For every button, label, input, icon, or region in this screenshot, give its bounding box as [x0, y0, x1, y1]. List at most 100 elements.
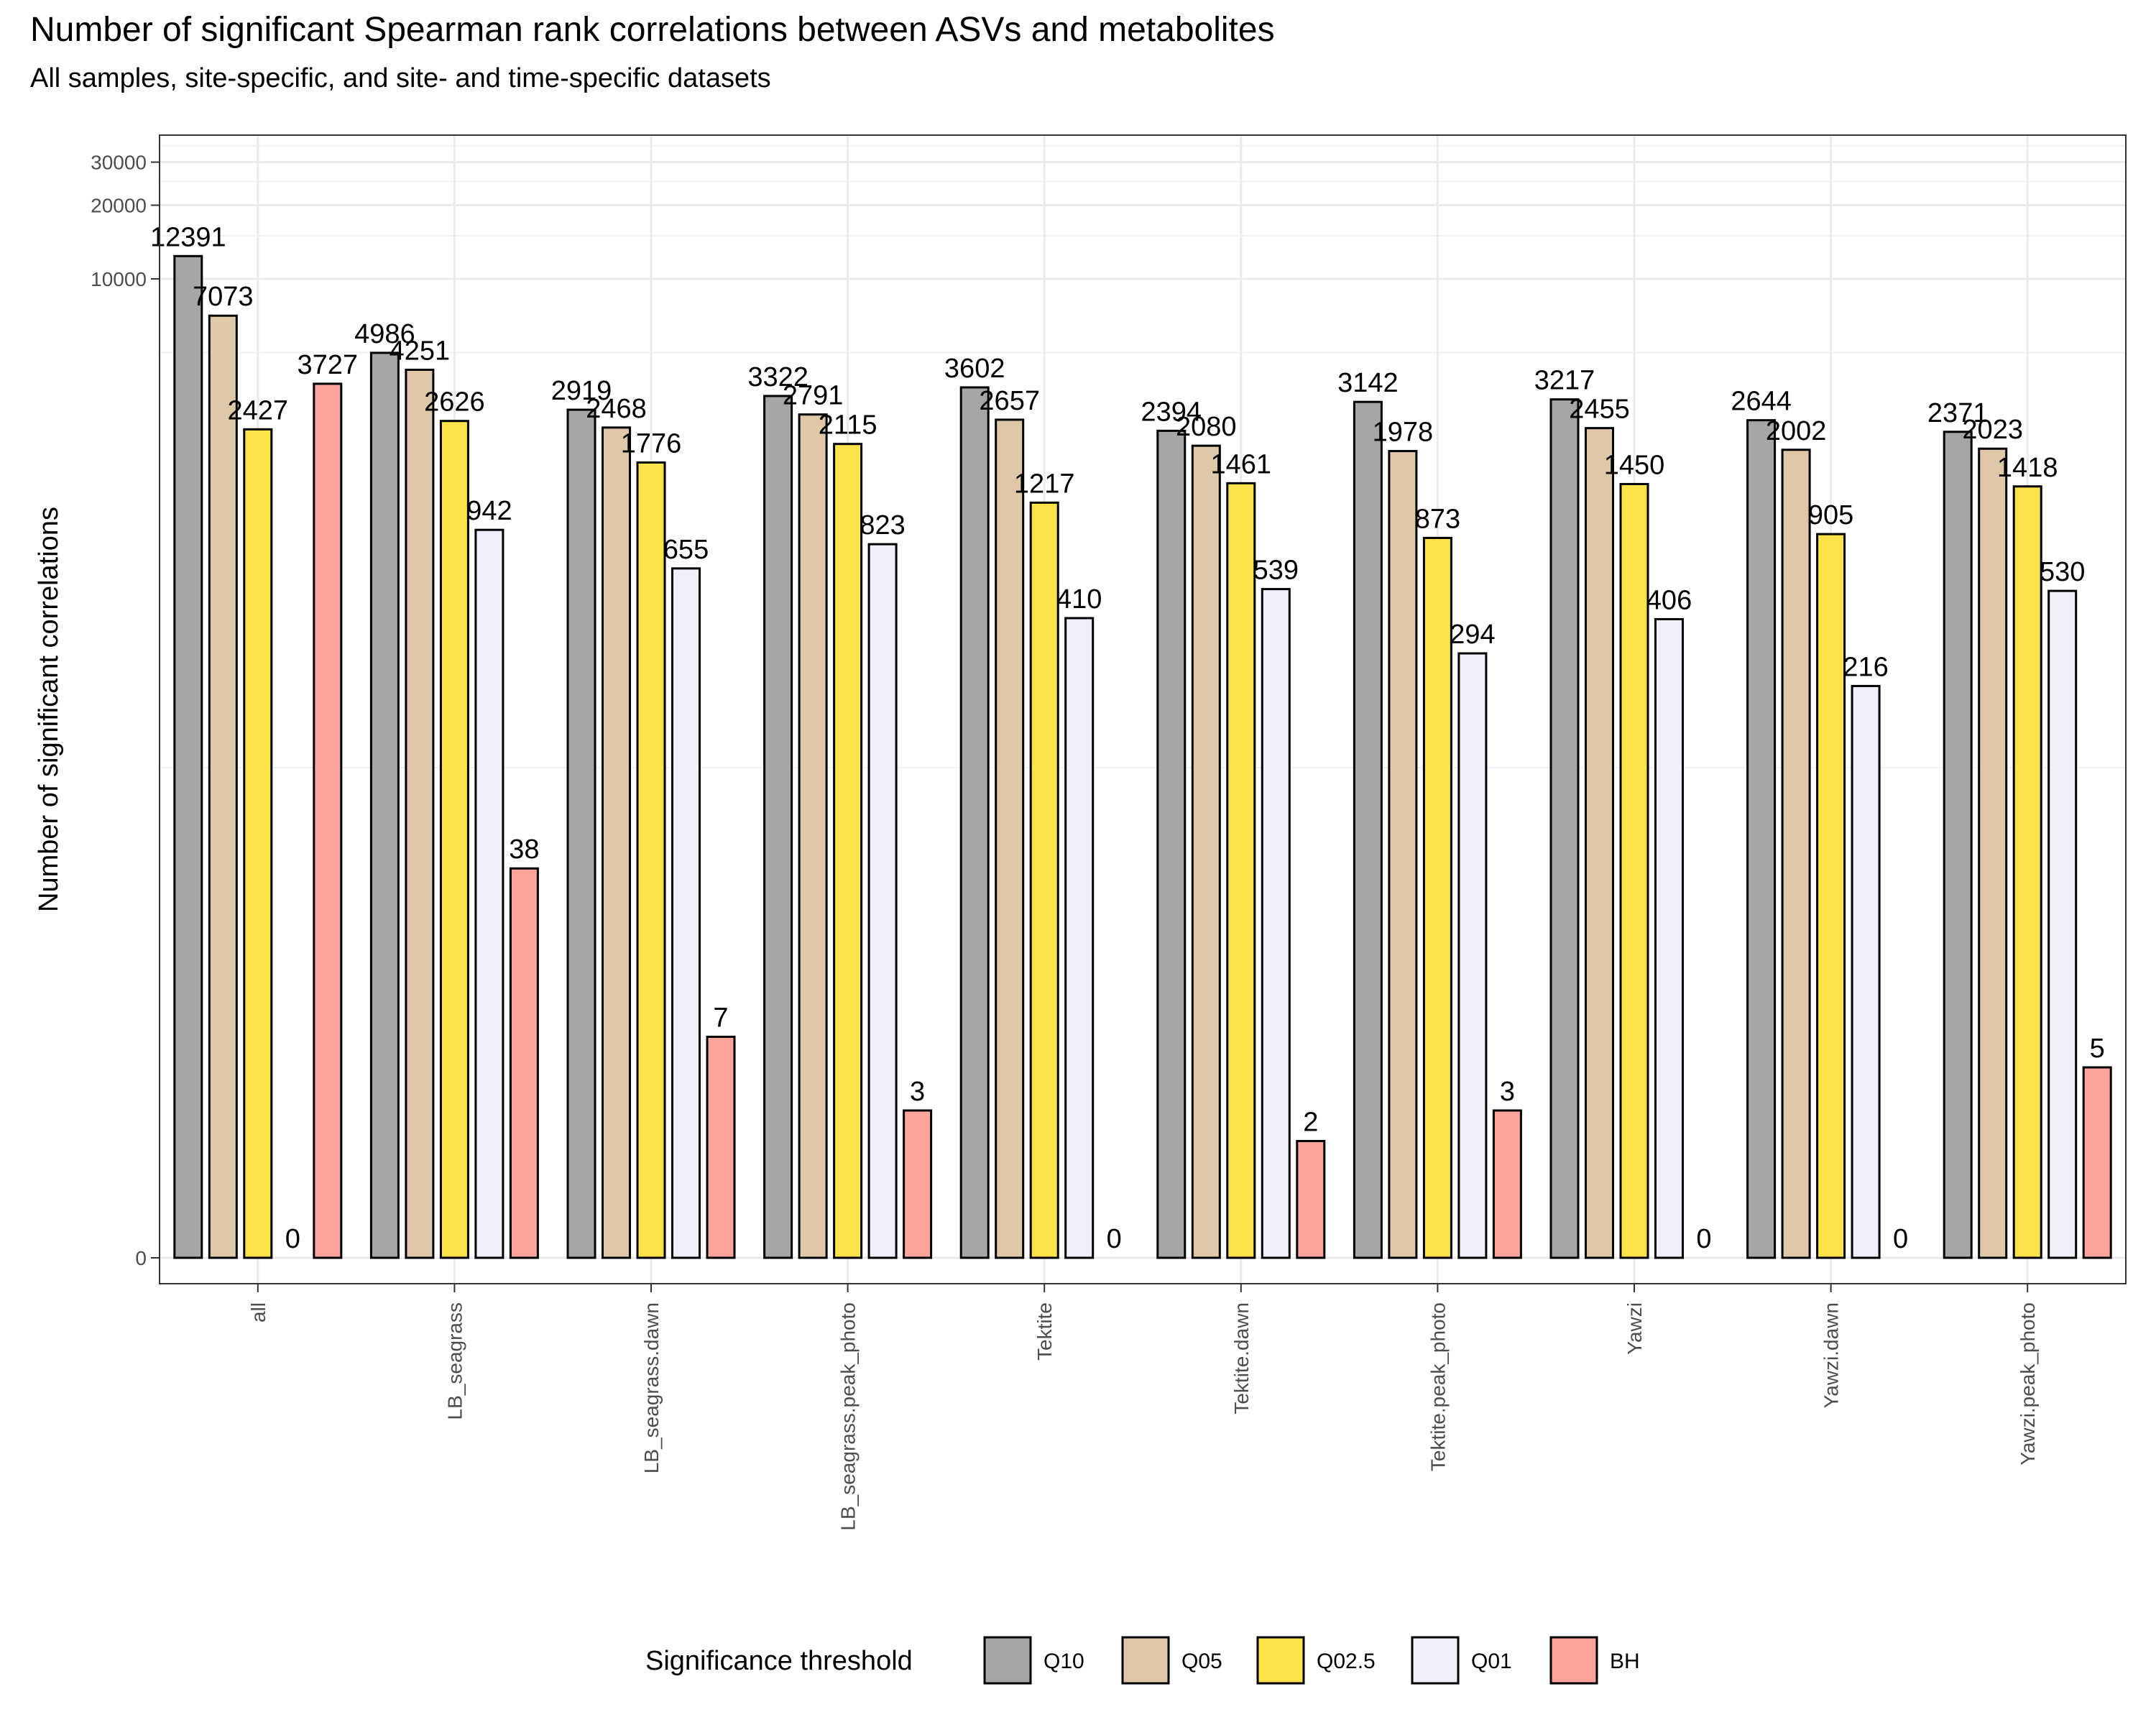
- bar-Q10-Yawzi.peak_photo: [1943, 431, 1973, 1259]
- y-tick-label: 30000: [91, 152, 147, 174]
- bar-BH-all: [313, 382, 343, 1259]
- data-label-Q10-Yawzi.peak_photo: 2371: [1927, 398, 1989, 428]
- legend-title: Significance threshold: [645, 1646, 913, 1676]
- data-label-Q01-LB_seagrass.peak_photo: 823: [860, 510, 905, 540]
- data-label-Q01-Tektite.dawn: 539: [1253, 556, 1299, 586]
- legend-key-Q05: [1121, 1636, 1170, 1685]
- bar-Q02.5-Yawzi.dawn: [1816, 533, 1846, 1259]
- bar-Q02.5-LB_seagrass.dawn: [636, 461, 666, 1259]
- bar-Q05-Yawzi.dawn: [1781, 448, 1811, 1259]
- bar-Q02.5-Yawzi.peak_photo: [2012, 485, 2042, 1259]
- bar-BH-Tektite.peak_photo: [1492, 1109, 1522, 1259]
- data-label-Q10-Tektite.peak_photo: 3142: [1337, 368, 1399, 398]
- data-label-Q01-LB_seagrass: 942: [466, 496, 512, 526]
- x-tick-label: Tektite.dawn: [1230, 1302, 1253, 1414]
- data-label-Q02.5-Tektite: 1217: [1014, 469, 1075, 499]
- bar-Q05-all: [208, 314, 238, 1259]
- data-label-Q05-Yawzi.peak_photo: 2023: [1962, 415, 2023, 445]
- data-label-Q01-Yawzi.peak_photo: 530: [2040, 557, 2085, 587]
- bar-Q01-Tektite.dawn: [1261, 588, 1291, 1259]
- bar-Q01-Tektite: [1064, 617, 1095, 1259]
- x-tick-label: Yawzi.peak_photo: [2017, 1302, 2039, 1466]
- data-label-Q10-Yawzi: 3217: [1534, 366, 1595, 396]
- y-axis-title: Number of significant correlations: [34, 507, 64, 912]
- bar-Q10-Tektite.dawn: [1156, 429, 1187, 1259]
- bar-Q02.5-Yawzi: [1619, 482, 1649, 1259]
- data-label-BH-Yawzi: 0: [1696, 1224, 1711, 1254]
- data-label-Q10-Tektite.dawn: 2394: [1141, 397, 1202, 427]
- data-label-Q02.5-all: 2427: [228, 395, 289, 426]
- bar-BH-LB_seagrass.peak_photo: [903, 1109, 933, 1259]
- bar-Q05-Yawzi: [1585, 427, 1614, 1259]
- data-label-Q02.5-LB_seagrass: 2626: [424, 387, 485, 418]
- y-tick-label: 0: [135, 1247, 147, 1269]
- bar-Q02.5-LB_seagrass: [439, 420, 469, 1259]
- bar-Q10-all: [173, 254, 203, 1259]
- data-label-Q10-Tektite: 3602: [944, 354, 1005, 384]
- data-label-Q05-Tektite.dawn: 2080: [1176, 412, 1237, 442]
- x-tick-label: Yawzi.dawn: [1820, 1302, 1843, 1408]
- bar-Q01-LB_seagrass: [474, 528, 505, 1259]
- x-tick-label: Yawzi: [1623, 1302, 1646, 1355]
- chart-subtitle: All samples, site-specific, and site- an…: [30, 63, 771, 93]
- data-label-BH-Yawzi.dawn: 0: [1893, 1224, 1908, 1254]
- data-label-Q02.5-LB_seagrass.peak_photo: 2115: [819, 410, 877, 441]
- data-label-Q01-Yawzi.dawn: 216: [1843, 652, 1888, 682]
- legend-label-Q02.5: Q02.5: [1317, 1650, 1376, 1673]
- data-label-Q02.5-Yawzi.peak_photo: 1418: [1997, 453, 2058, 483]
- legend-label-BH: BH: [1610, 1650, 1640, 1673]
- bar-Q05-Tektite.peak_photo: [1388, 450, 1418, 1259]
- data-label-BH-LB_seagrass.dawn: 7: [713, 1003, 728, 1034]
- y-tick-label: 20000: [91, 195, 147, 217]
- bar-Q05-LB_seagrass: [405, 368, 435, 1259]
- bar-Q10-Yawzi.dawn: [1746, 419, 1777, 1259]
- data-label-Q05-Yawzi: 2455: [1569, 395, 1630, 425]
- bar-Q01-LB_seagrass.peak_photo: [867, 543, 898, 1259]
- bar-Q05-Yawzi.peak_photo: [1978, 447, 2008, 1259]
- bar-BH-LB_seagrass: [509, 867, 539, 1259]
- data-label-Q05-Tektite: 2657: [979, 386, 1040, 416]
- data-label-BH-LB_seagrass: 38: [509, 834, 539, 865]
- bar-BH-Yawzi.peak_photo: [2082, 1066, 2112, 1259]
- data-label-Q05-all: 7073: [193, 282, 254, 312]
- x-tick-label: all: [247, 1302, 270, 1322]
- data-label-Q10-LB_seagrass.dawn: 2919: [551, 376, 612, 406]
- data-label-Q01-Tektite: 410: [1056, 584, 1102, 615]
- plot-border: [159, 134, 2127, 1284]
- data-label-BH-Tektite.peak_photo: 3: [1500, 1077, 1515, 1107]
- x-tick-label: LB_seagrass.dawn: [640, 1302, 663, 1473]
- data-label-BH-Tektite.dawn: 2: [1303, 1108, 1318, 1138]
- bar-Q05-Tektite.dawn: [1191, 444, 1221, 1259]
- data-label-Q01-LB_seagrass.dawn: 655: [663, 535, 709, 565]
- legend-label-Q05: Q05: [1181, 1650, 1222, 1673]
- legend-key-Q02.5: [1256, 1636, 1305, 1685]
- legend-key-Q10: [983, 1636, 1032, 1685]
- bar-Q05-LB_seagrass.dawn: [602, 426, 631, 1259]
- bar-Q02.5-Tektite.peak_photo: [1422, 536, 1452, 1259]
- data-label-Q01-Yawzi: 406: [1646, 585, 1692, 615]
- bar-Q10-Tektite.peak_photo: [1353, 400, 1383, 1259]
- data-label-BH-LB_seagrass.peak_photo: 3: [910, 1077, 925, 1107]
- data-label-Q05-LB_seagrass.dawn: 2468: [586, 394, 647, 424]
- bar-Q10-LB_seagrass.dawn: [566, 408, 596, 1259]
- bar-Q02.5-LB_seagrass.peak_photo: [833, 443, 863, 1259]
- bar-Q05-Tektite: [995, 418, 1025, 1259]
- y-tick-label: 10000: [91, 268, 147, 290]
- data-label-Q05-LB_seagrass: 4251: [390, 336, 451, 366]
- data-label-Q05-LB_seagrass.peak_photo: 2791: [783, 381, 844, 411]
- data-label-BH-Tektite: 0: [1107, 1224, 1122, 1254]
- data-label-Q02.5-LB_seagrass.dawn: 1776: [621, 428, 682, 459]
- data-label-Q02.5-Tektite.peak_photo: 873: [1415, 504, 1460, 534]
- data-label-Q10-LB_seagrass.peak_photo: 3322: [747, 362, 808, 392]
- data-label-Q10-Yawzi.dawn: 2644: [1731, 387, 1792, 417]
- bar-Q02.5-Tektite: [1029, 501, 1059, 1259]
- data-label-Q02.5-Yawzi: 1450: [1604, 450, 1665, 480]
- data-label-BH-all: 3727: [298, 350, 359, 380]
- x-tick-label: Tektite.peak_photo: [1427, 1302, 1449, 1471]
- bar-Q01-Yawzi.dawn: [1851, 684, 1881, 1259]
- data-label-Q02.5-Tektite.dawn: 1461: [1211, 449, 1272, 479]
- data-label-BH-Yawzi.peak_photo: 5: [2090, 1034, 2105, 1064]
- bar-BH-Tektite.dawn: [1296, 1140, 1326, 1259]
